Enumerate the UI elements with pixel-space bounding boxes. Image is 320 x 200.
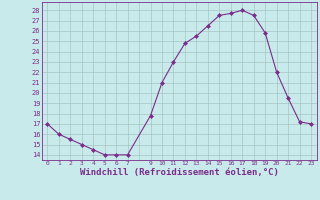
X-axis label: Windchill (Refroidissement éolien,°C): Windchill (Refroidissement éolien,°C) (80, 168, 279, 177)
